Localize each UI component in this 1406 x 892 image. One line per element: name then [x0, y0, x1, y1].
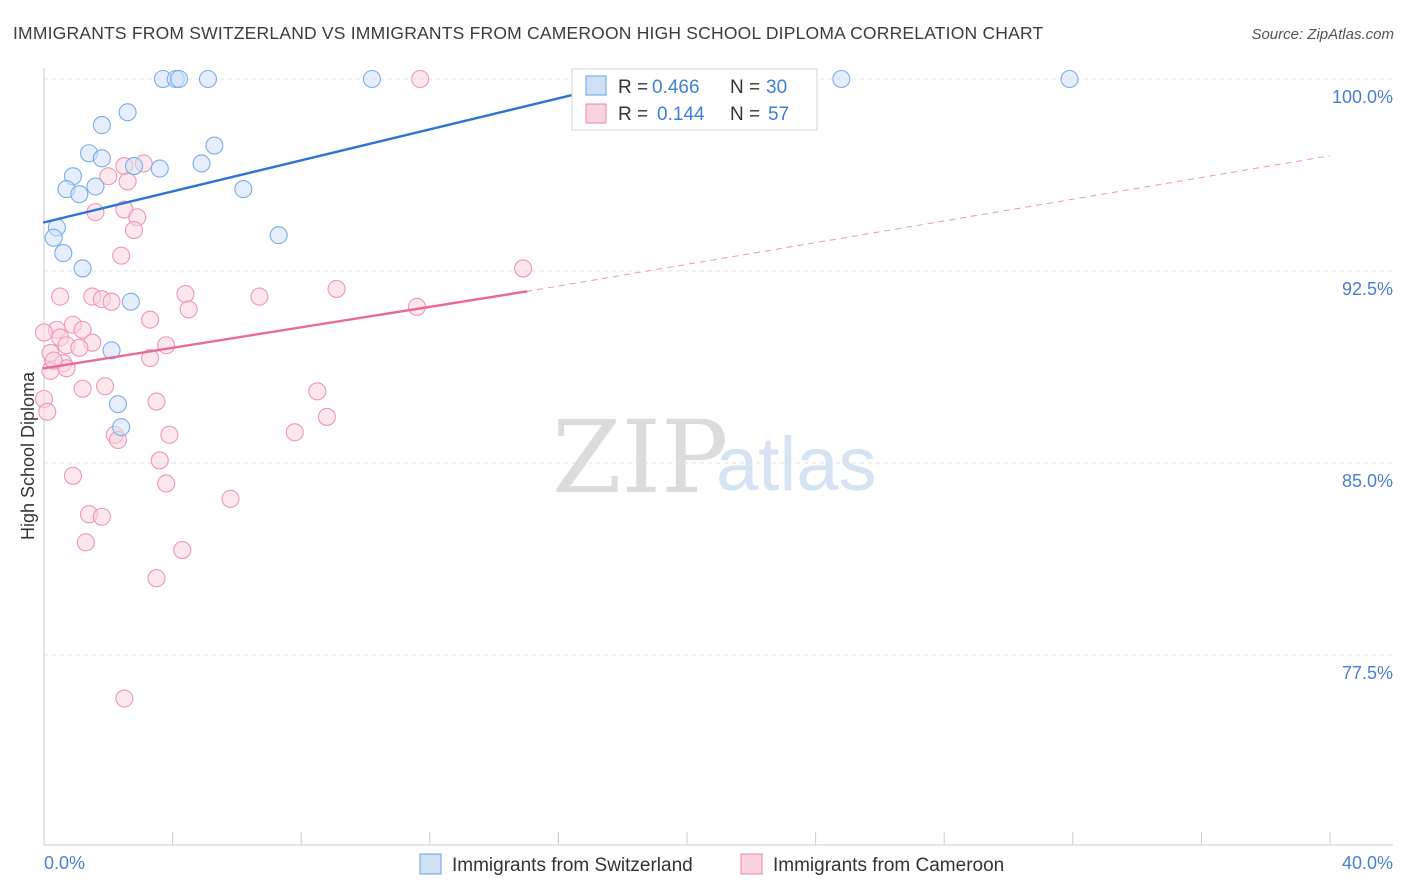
axes	[43, 68, 1393, 846]
point-switzerland	[169, 69, 189, 89]
point-cameroon	[112, 246, 131, 265]
legend-swatch-cameroon[interactable]	[740, 853, 763, 875]
point-cameroon	[179, 300, 198, 319]
y-tick-label: 100.0%	[1332, 87, 1393, 107]
point-cameroon	[51, 287, 70, 306]
point-switzerland	[108, 395, 127, 414]
point-cameroon	[308, 382, 327, 401]
point-cameroon	[73, 320, 92, 339]
y-tick-labels: 100.0% 92.5% 85.0% 77.5%	[1332, 87, 1393, 683]
trend-line-switzerland	[42, 77, 640, 224]
point-cameroon	[160, 425, 179, 444]
point-cameroon	[173, 540, 192, 560]
point-switzerland	[1060, 69, 1079, 89]
point-switzerland	[92, 149, 111, 168]
point-cameroon	[513, 259, 533, 278]
point-cameroon	[44, 351, 63, 370]
stats-legend: R = 0.466 N = 30 R = 0.144 N = 57	[571, 68, 818, 131]
x-ticks	[43, 832, 1331, 845]
y-tick-label: 92.5%	[1342, 279, 1393, 299]
stats-r-label-switzerland: R =	[618, 77, 648, 98]
point-cameroon	[99, 167, 118, 186]
trend-lines	[42, 77, 1331, 370]
point-cameroon	[38, 402, 57, 421]
x-tick-label-min: 0.0%	[44, 853, 85, 873]
point-cameroon	[73, 379, 92, 398]
point-switzerland	[118, 103, 137, 122]
point-cameroon	[34, 323, 54, 342]
y-axis-label: High School Diploma	[18, 371, 38, 540]
series-legend: Immigrants from Switzerland Immigrants f…	[419, 853, 1004, 876]
watermark-zip: ZIP	[552, 399, 728, 516]
legend-label-switzerland[interactable]: Immigrants from Switzerland	[452, 855, 693, 876]
point-switzerland	[102, 341, 121, 360]
point-switzerland	[70, 185, 89, 204]
point-switzerland	[150, 159, 169, 178]
stats-r-label-cameroon: R =	[618, 104, 648, 125]
point-cameroon	[76, 533, 95, 552]
y-tick-label: 77.5%	[1342, 663, 1393, 683]
point-switzerland	[832, 69, 851, 89]
point-cameroon	[118, 172, 137, 191]
trend-line-cameroon	[42, 290, 528, 370]
y-tick-label: 85.0%	[1342, 471, 1393, 491]
point-cameroon	[411, 69, 430, 89]
point-cameroon	[157, 336, 176, 355]
point-cameroon	[327, 279, 346, 298]
point-switzerland	[198, 69, 218, 89]
legend-label-cameroon[interactable]: Immigrants from Cameroon	[773, 855, 1004, 876]
point-switzerland	[124, 156, 144, 176]
point-cameroon	[124, 220, 144, 240]
point-cameroon	[285, 423, 304, 442]
point-cameroon	[63, 466, 82, 485]
stats-n-label-switzerland: N =	[730, 77, 760, 98]
point-switzerland	[121, 292, 140, 311]
stats-n-value-switzerland: 30	[766, 77, 787, 98]
stats-legend-box	[571, 68, 818, 131]
point-cameroon	[250, 287, 269, 306]
point-cameroon	[70, 338, 89, 357]
chart-source: Source: ZipAtlas.com	[1251, 26, 1394, 43]
point-switzerland	[54, 244, 73, 263]
watermark: ZIP atlas	[552, 399, 877, 516]
point-cameroon	[147, 392, 166, 411]
point-switzerland	[205, 136, 224, 155]
point-cameroon	[147, 569, 166, 588]
point-cameroon	[96, 377, 115, 396]
point-cameroon	[317, 407, 336, 426]
stats-legend-swatch-switzerland	[585, 75, 607, 96]
watermark-atlas: atlas	[716, 422, 877, 507]
chart-title: IMMIGRANTS FROM SWITZERLAND VS IMMIGRANT…	[13, 23, 1044, 43]
point-cameroon	[141, 348, 160, 368]
point-switzerland	[112, 418, 131, 437]
point-switzerland	[362, 69, 381, 89]
point-cameroon	[141, 310, 160, 329]
point-cameroon	[176, 284, 195, 304]
point-switzerland	[269, 226, 288, 245]
point-cameroon	[92, 507, 111, 526]
point-switzerland	[44, 228, 63, 247]
point-cameroon	[102, 292, 121, 311]
point-cameroon	[150, 451, 169, 470]
stats-r-value-cameroon: 0.144	[657, 104, 705, 125]
stats-legend-swatch-cameroon	[585, 103, 607, 124]
stats-n-label-cameroon: N =	[730, 104, 760, 125]
point-switzerland	[92, 116, 111, 135]
point-switzerland	[234, 180, 253, 199]
point-cameroon	[221, 489, 240, 508]
gridlines	[44, 78, 1393, 656]
point-switzerland	[86, 177, 105, 196]
point-cameroon	[157, 474, 176, 493]
point-cameroon	[115, 689, 134, 708]
point-switzerland	[73, 259, 92, 278]
trend-line-cameroon-extension	[526, 155, 1331, 292]
stats-r-value-switzerland: 0.466	[652, 77, 700, 98]
legend-swatch-switzerland[interactable]	[419, 853, 442, 875]
stats-n-value-cameroon: 57	[768, 104, 789, 125]
x-tick-label-max: 40.0%	[1342, 853, 1393, 873]
scatter-points	[34, 69, 1079, 708]
point-switzerland	[192, 154, 211, 173]
